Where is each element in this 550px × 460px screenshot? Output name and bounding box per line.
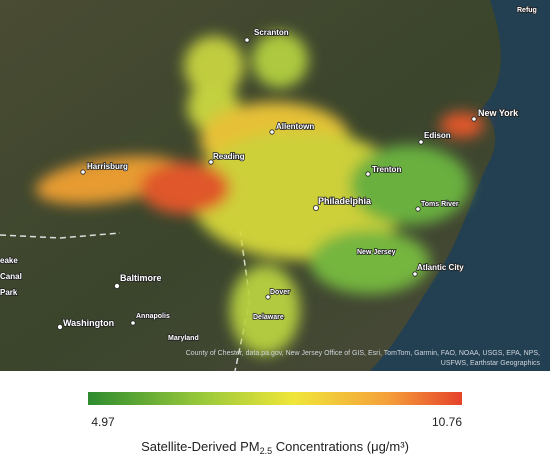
place-label: Scranton	[254, 28, 289, 37]
place-label: Canal	[0, 272, 22, 281]
place-label: Washington	[63, 318, 114, 328]
place-label: Atlantic City	[417, 263, 464, 272]
map: Refug Scranton New York Allentown Edison…	[0, 0, 550, 371]
place-label: eake	[0, 256, 18, 265]
title-text: Satellite-Derived PM	[141, 439, 260, 454]
title-text: Concentrations (μg/m³)	[272, 439, 409, 454]
colorbar-min: 4.97	[91, 415, 115, 429]
place-label: Philadelphia	[318, 196, 372, 206]
colorbar	[88, 392, 462, 405]
place-label: Delaware	[253, 314, 284, 321]
title-subscript: 2.5	[260, 446, 273, 456]
place-label: Dover	[270, 289, 290, 296]
place-label: Baltimore	[120, 273, 162, 283]
ocean	[370, 0, 550, 371]
attribution: County of Chester, data.pa.gov, New Jers…	[186, 350, 540, 357]
place-label: Edison	[424, 131, 451, 140]
place-label: Annapolis	[136, 313, 170, 320]
place-label: Toms River	[421, 201, 459, 208]
place-label: New York	[478, 108, 519, 118]
colorbar-max: 10.76	[432, 415, 462, 429]
place-label: Refug	[517, 7, 537, 14]
city-dots	[57, 37, 477, 330]
place-label: Reading	[213, 152, 245, 161]
attribution: USFWS, Earthstar Geographics	[441, 360, 541, 367]
place-label: Park	[0, 288, 18, 297]
place-label: Trenton	[372, 165, 401, 174]
place-label: New Jersey	[357, 249, 396, 256]
colorbar-title: Satellite-Derived PM2.5 Concentrations (…	[141, 439, 409, 456]
place-label: Allentown	[276, 122, 314, 131]
place-label: Maryland	[168, 335, 199, 342]
place-label: Harrisburg	[87, 162, 128, 171]
